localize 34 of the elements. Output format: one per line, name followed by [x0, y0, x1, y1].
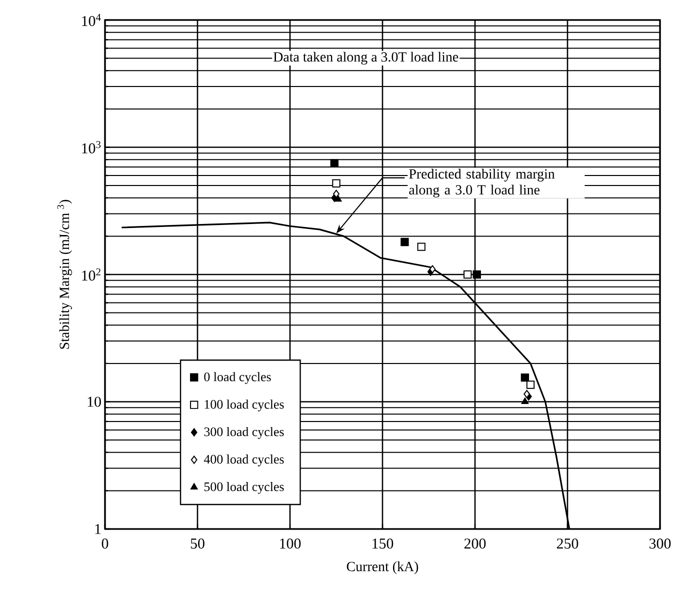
x-tick-label: 200 [464, 538, 486, 549]
annotation: Predicted stability margin along a 3.0 T load line [409, 168, 555, 198]
legend-label: 400 load cycles [204, 454, 284, 466]
point [417, 242, 426, 251]
legend-label: 100 load cycles [204, 400, 284, 412]
x-tick-label: 100 [280, 538, 301, 549]
x-axis-title: Current (kA) [346, 561, 418, 574]
x-tick-label: 0 [102, 538, 108, 549]
legend-label: 0 load cycles [204, 372, 271, 384]
y-tick-label: 10$^{4}$ [82, 14, 101, 26]
point [330, 159, 338, 168]
y-tick-label: 10 [88, 396, 101, 407]
point [524, 390, 530, 398]
y-tick-label: 10$^{3}$ [82, 141, 101, 154]
y-tick-label: 10$^{2}$ [82, 268, 100, 281]
point [520, 373, 530, 382]
point [464, 270, 472, 279]
x-tick-label: 50 [190, 538, 204, 549]
point [526, 380, 535, 389]
point [521, 398, 529, 404]
point [429, 265, 436, 274]
legend-label: 500 load cycles [204, 482, 284, 494]
annotation: Data taken along a 3.0T load line [274, 52, 458, 65]
y-tick-label: 1 [95, 524, 101, 534]
point [472, 270, 481, 279]
point [333, 190, 340, 198]
point [400, 238, 409, 246]
x-tick-label: 250 [556, 538, 578, 549]
legend-label: 300 load cycles [204, 427, 284, 439]
x-tick-label: 150 [372, 538, 394, 549]
x-tick-label: 300 [650, 538, 671, 549]
point [332, 179, 340, 188]
point [334, 195, 342, 202]
y-axis-title: Stability Margin (mJ/cm $^{3}$) [57, 200, 72, 349]
